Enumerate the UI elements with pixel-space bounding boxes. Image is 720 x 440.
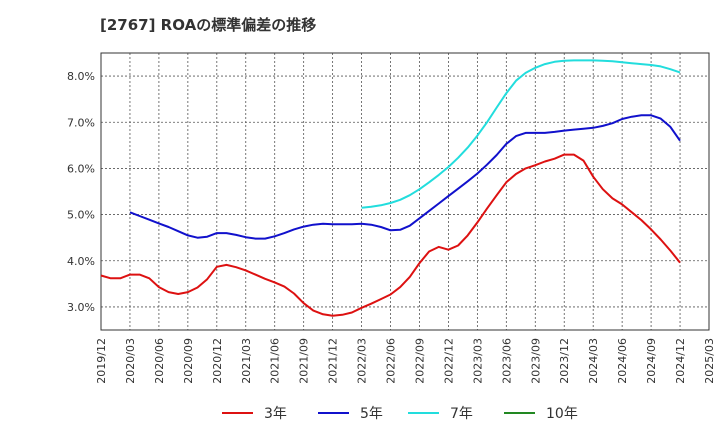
x-tick-label: 2019/12 xyxy=(95,338,108,384)
y-tick-label: 5.0% xyxy=(67,209,95,222)
x-tick-label: 2024/12 xyxy=(674,338,687,384)
y-tick-label: 6.0% xyxy=(67,162,95,175)
x-tick-label: 2024/06 xyxy=(616,338,629,384)
x-tick-label: 2021/03 xyxy=(240,338,253,384)
series-line-1 xyxy=(100,153,681,317)
chart-title: [2767] ROAの標準偏差の推移 xyxy=(100,16,317,34)
legend-label: 3年 xyxy=(264,406,287,422)
series-layer xyxy=(100,59,681,317)
x-tick-label: 2020/03 xyxy=(124,338,137,384)
x-tick-label: 2022/09 xyxy=(413,338,426,384)
x-tick-label: 2022/06 xyxy=(385,338,398,384)
x-tick-label: 2023/06 xyxy=(500,338,513,384)
legend: 3年 5年 7年 10年 xyxy=(222,406,578,422)
series-line-2 xyxy=(129,114,681,240)
legend-label: 5年 xyxy=(360,406,383,422)
x-tick-label: 2023/12 xyxy=(558,338,571,384)
y-tick-label: 8.0% xyxy=(67,70,95,83)
x-tick-label: 2020/12 xyxy=(211,338,224,384)
grid xyxy=(101,53,709,330)
x-tick-label: 2020/09 xyxy=(182,338,195,384)
x-tick-label: 2021/12 xyxy=(327,338,340,384)
x-tick-label: 2021/06 xyxy=(269,338,282,384)
x-tick-label: 2021/09 xyxy=(298,338,311,384)
x-tick-label: 2020/06 xyxy=(153,338,166,384)
y-tick-label: 7.0% xyxy=(67,116,95,129)
legend-label: 7年 xyxy=(450,406,473,422)
x-tick-label: 2022/03 xyxy=(356,338,369,384)
y-axis-ticks: 3.0% 4.0% 5.0% 6.0% 7.0% 8.0% xyxy=(67,70,95,314)
x-tick-label: 2024/03 xyxy=(587,338,600,384)
plot-frame xyxy=(100,52,710,331)
x-tick-label: 2025/03 xyxy=(703,338,716,384)
series-line-3 xyxy=(361,59,681,209)
y-tick-label: 4.0% xyxy=(67,255,95,268)
x-tick-label: 2023/09 xyxy=(529,338,542,384)
legend-label: 10年 xyxy=(546,406,578,422)
x-tick-label: 2024/09 xyxy=(645,338,658,384)
x-tick-label: 2023/03 xyxy=(471,338,484,384)
x-axis-ticks: 2019/12 2020/03 2020/06 2020/09 2020/12 2021/… xyxy=(95,338,716,384)
y-tick-label: 3.0% xyxy=(67,301,95,314)
x-tick-label: 2022/12 xyxy=(442,338,455,384)
